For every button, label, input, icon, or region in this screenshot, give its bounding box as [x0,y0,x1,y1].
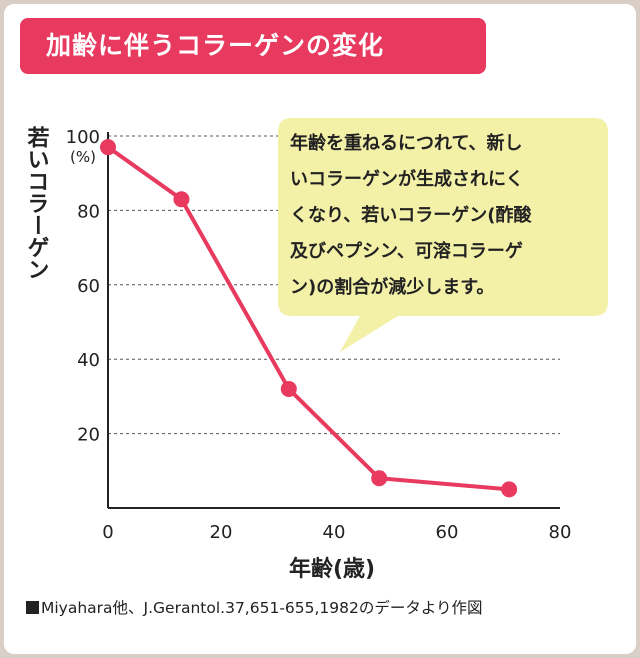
y-tick-label: 60 [77,276,100,297]
y-axis-label: 若いコラーゲン [24,125,50,280]
callout-line: 及びペプシン、可溶コラーゲ [290,241,523,262]
y-tick-label: 40 [77,350,100,371]
axes [107,132,560,509]
chart-card [4,4,636,654]
callout-text: 年齢を重ねるにつれて、新し いコラーゲンが生成されにく くなり、若いコラーゲン(… [290,126,596,306]
tick-labels: 20 40 60 80 100(%) 0 20 40 60 80 [66,127,572,543]
callout-line: ン)の割合が減少します。 [290,277,495,298]
x-tick-label: 20 [210,522,233,543]
x-axis-label: 年齢(歳) [289,556,375,582]
x-tick-label: 60 [436,522,459,543]
chart-title-banner: 加齢に伴うコラーゲンの変化 [20,18,486,74]
data-point [371,470,388,487]
callout-line: いコラーゲンが生成されにく [290,169,524,190]
x-tick-label: 40 [323,522,346,543]
data-point [173,191,190,208]
x-tick-label: 80 [549,522,572,543]
x-tick-label: 0 [102,522,113,543]
y-tick-label: 20 [77,425,100,446]
callout-line: 年齢を重ねるにつれて、新し [290,133,523,154]
axis-labels: 年齢(歳) 若いコラーゲン [24,125,376,582]
y-unit-label: (%) [70,148,96,166]
data-point [100,139,116,156]
data-point [280,380,297,397]
callout-bubble [278,118,608,352]
data-point [501,481,518,498]
source-citation: Miyahara他、J.Gerantol.37,651-655,1982のデータ… [26,596,626,618]
source-text: Miyahara他、J.Gerantol.37,651-655,1982のデータ… [41,599,483,617]
data-series [100,139,518,498]
square-bullet-icon [26,601,39,614]
callout-bubble-shape [278,118,608,352]
y-tick-label: 100 [66,127,100,148]
y-tick-label: 80 [77,201,100,222]
callout-line: くなり、若いコラーゲン(酢酸 [290,205,532,226]
